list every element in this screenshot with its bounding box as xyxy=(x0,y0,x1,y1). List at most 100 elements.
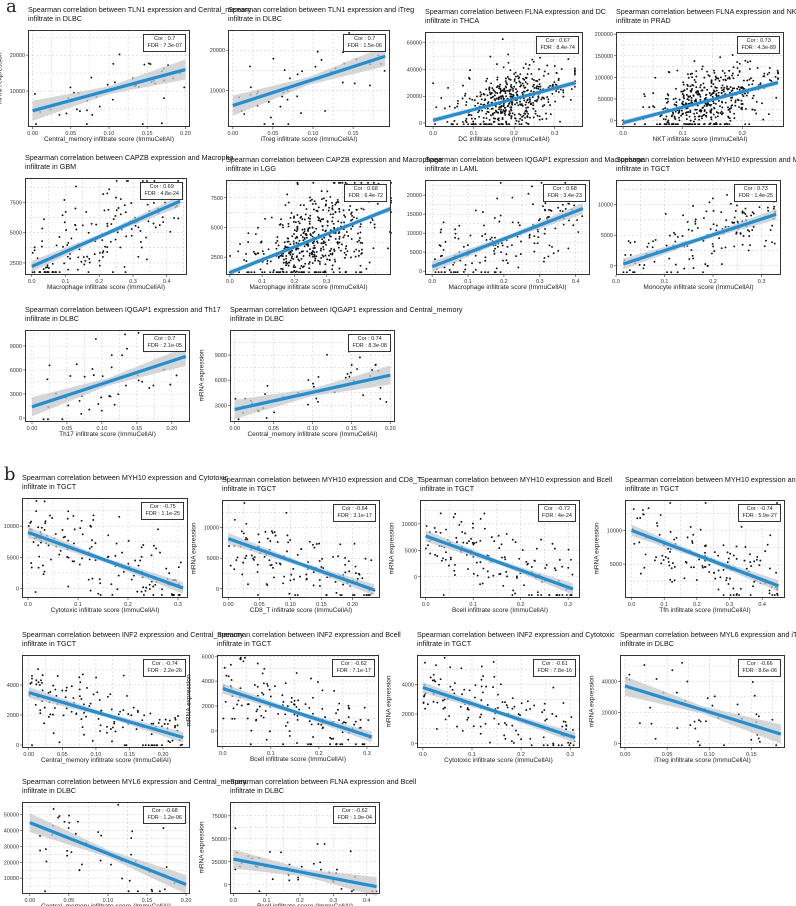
data-point xyxy=(710,252,713,255)
data-point xyxy=(755,112,758,115)
data-point xyxy=(292,266,295,269)
data-point xyxy=(551,712,554,715)
data-point xyxy=(514,103,517,106)
data-point xyxy=(275,562,278,564)
data-point xyxy=(757,715,760,718)
data-point xyxy=(106,222,109,225)
data-point xyxy=(690,99,693,102)
data-point xyxy=(521,82,524,85)
data-point xyxy=(746,61,749,64)
data-point xyxy=(468,97,471,100)
data-point xyxy=(88,558,91,561)
data-point xyxy=(334,203,337,206)
data-point xyxy=(313,244,316,247)
data-point xyxy=(718,237,721,240)
data-point xyxy=(54,688,57,691)
data-point xyxy=(228,545,231,548)
data-point xyxy=(336,868,338,871)
data-point xyxy=(682,95,685,98)
data-point xyxy=(319,220,322,223)
data-point xyxy=(37,668,39,671)
data-point xyxy=(123,265,126,268)
data-point xyxy=(308,254,311,257)
data-point xyxy=(500,95,503,98)
data-point xyxy=(689,123,692,126)
x-tick-label: 0.2 xyxy=(517,752,525,758)
data-point xyxy=(701,115,703,118)
data-point xyxy=(348,375,351,378)
data-point xyxy=(683,577,686,580)
data-point xyxy=(344,563,347,566)
chart-title: Spearman correlation between MYL6 expres… xyxy=(620,630,796,648)
data-point xyxy=(247,271,250,274)
regression-line xyxy=(229,207,392,275)
data-point xyxy=(280,851,282,854)
data-point xyxy=(705,210,708,213)
data-point xyxy=(30,566,33,569)
data-point xyxy=(343,221,346,224)
data-point xyxy=(507,123,510,126)
y-tick-label: 0 xyxy=(411,742,414,748)
data-point xyxy=(169,741,172,744)
data-point xyxy=(544,209,547,212)
data-point xyxy=(338,235,341,238)
data-point xyxy=(513,113,516,116)
data-point xyxy=(632,271,634,274)
data-point xyxy=(233,518,236,521)
x-tick-label: 0.0 xyxy=(24,602,32,608)
x-tick-label: 0.2 xyxy=(315,751,323,757)
data-point xyxy=(329,235,332,238)
data-point xyxy=(287,123,290,126)
data-point xyxy=(773,594,776,597)
data-point xyxy=(769,534,772,537)
plot-border xyxy=(226,180,391,275)
data-point xyxy=(567,548,570,551)
data-point xyxy=(157,528,160,531)
data-point xyxy=(729,202,732,205)
title-line-2: infiltrate in DLBC xyxy=(22,785,76,795)
data-point xyxy=(548,594,551,597)
data-point xyxy=(339,594,342,597)
data-point xyxy=(47,271,50,274)
data-point xyxy=(312,584,315,587)
data-point xyxy=(92,519,95,521)
data-point xyxy=(101,239,104,242)
data-point xyxy=(541,118,544,121)
data-point xyxy=(331,252,334,255)
data-point xyxy=(471,262,473,265)
data-point xyxy=(246,271,249,274)
data-point xyxy=(95,223,98,226)
y-axis-label: mRNA expression xyxy=(185,674,193,727)
data-point xyxy=(516,90,519,93)
data-point xyxy=(757,737,760,740)
data-point xyxy=(639,572,642,575)
data-point xyxy=(653,559,656,562)
data-point xyxy=(482,120,485,123)
title-line-1: Spearman correlation between TLN1 expres… xyxy=(228,5,415,14)
data-point xyxy=(331,220,334,223)
data-point xyxy=(506,575,509,578)
data-point xyxy=(83,711,85,714)
data-point xyxy=(486,107,489,110)
data-point xyxy=(522,66,525,69)
fdr-value: FDR : 3.4e-23 xyxy=(547,193,582,199)
data-point xyxy=(723,744,726,747)
data-point xyxy=(336,200,339,203)
data-point xyxy=(76,108,78,111)
data-point xyxy=(661,554,664,557)
data-point xyxy=(687,228,690,231)
data-point xyxy=(275,271,278,274)
data-point xyxy=(33,93,36,95)
data-point xyxy=(722,88,725,91)
data-point xyxy=(311,203,314,205)
data-point xyxy=(293,703,295,706)
data-point xyxy=(321,689,324,692)
data-point xyxy=(121,877,123,880)
data-point xyxy=(348,570,351,573)
data-point xyxy=(518,80,521,83)
data-point xyxy=(472,572,475,575)
data-point xyxy=(474,123,477,126)
data-point xyxy=(484,233,487,236)
data-point xyxy=(554,569,557,572)
